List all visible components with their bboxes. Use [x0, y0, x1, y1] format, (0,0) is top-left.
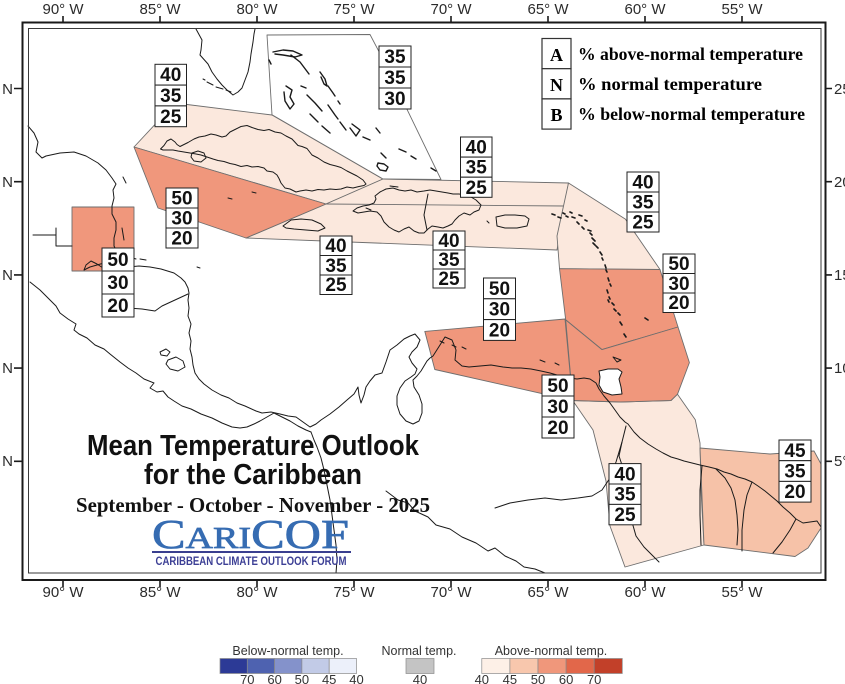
svg-text:40: 40 — [614, 464, 635, 485]
svg-text:20: 20 — [547, 418, 568, 439]
svg-text:50: 50 — [295, 672, 309, 684]
svg-text:40: 40 — [475, 672, 489, 684]
svg-text:30: 30 — [384, 89, 405, 110]
svg-text:% above-normal temperature: % above-normal temperature — [578, 44, 803, 64]
svg-text:% below-normal temperature: % below-normal temperature — [578, 104, 805, 124]
svg-text:80° W: 80° W — [236, 584, 278, 601]
svg-text:Normal temp.: Normal temp. — [381, 644, 456, 658]
svg-text:35: 35 — [784, 462, 806, 483]
svg-text:30: 30 — [107, 273, 128, 294]
svg-text:80° W: 80° W — [236, 1, 278, 18]
svg-text:Above-normal temp.: Above-normal temp. — [495, 644, 608, 658]
svg-text:20: 20 — [489, 321, 510, 342]
svg-text:60° W: 60° W — [624, 1, 666, 18]
svg-text:CARIBBEAN CLIMATE OUTLOOK FORU: CARIBBEAN CLIMATE OUTLOOK FORUM — [156, 556, 347, 568]
svg-text:30: 30 — [547, 397, 568, 418]
svg-text:35: 35 — [438, 250, 460, 271]
svg-text:40: 40 — [413, 672, 427, 684]
svg-text:85° W: 85° W — [139, 584, 181, 601]
svg-text:A: A — [550, 45, 563, 65]
svg-text:65° W: 65° W — [527, 584, 569, 601]
svg-text:N: N — [2, 174, 13, 191]
svg-text:25: 25 — [438, 269, 460, 290]
svg-text:N: N — [2, 453, 13, 470]
svg-text:40: 40 — [632, 173, 653, 194]
svg-text:45: 45 — [322, 672, 336, 684]
svg-text:20: 20 — [834, 174, 845, 191]
svg-text:90° W: 90° W — [42, 584, 84, 601]
svg-text:Mean Temperature Outlook: Mean Temperature Outlook — [87, 430, 420, 462]
svg-text:20: 20 — [171, 229, 192, 250]
svg-text:50: 50 — [171, 189, 192, 210]
svg-text:% normal temperature: % normal temperature — [578, 74, 762, 94]
svg-text:35: 35 — [466, 158, 488, 179]
svg-text:25: 25 — [834, 81, 845, 98]
svg-text:60: 60 — [267, 672, 281, 684]
svg-text:for the Caribbean: for the Caribbean — [144, 459, 362, 491]
svg-text:35: 35 — [384, 68, 406, 89]
svg-text:40: 40 — [160, 65, 181, 86]
svg-text:45: 45 — [503, 672, 517, 684]
svg-text:70: 70 — [240, 672, 254, 684]
svg-text:55° W: 55° W — [721, 584, 763, 601]
svg-text:50: 50 — [547, 376, 568, 397]
svg-text:70° W: 70° W — [430, 1, 472, 18]
svg-text:40: 40 — [438, 231, 459, 252]
svg-text:25: 25 — [325, 275, 347, 296]
svg-text:September - October - November: September - October - November - 2025 — [76, 493, 430, 517]
svg-text:70: 70 — [587, 672, 601, 684]
svg-text:50: 50 — [107, 250, 128, 271]
svg-text:85° W: 85° W — [139, 1, 181, 18]
svg-text:35: 35 — [632, 193, 654, 214]
svg-text:Below-normal temp.: Below-normal temp. — [232, 644, 343, 658]
svg-text:N: N — [2, 81, 13, 98]
svg-text:75° W: 75° W — [333, 584, 375, 601]
svg-text:45: 45 — [784, 441, 806, 462]
svg-text:50: 50 — [668, 254, 689, 275]
svg-text:N: N — [2, 267, 13, 284]
svg-text:30: 30 — [489, 300, 510, 321]
svg-text:25: 25 — [466, 178, 488, 199]
svg-text:30: 30 — [171, 209, 192, 230]
svg-text:5°: 5° — [834, 453, 845, 470]
svg-text:20: 20 — [107, 296, 128, 317]
svg-text:35: 35 — [384, 47, 406, 68]
svg-text:50: 50 — [531, 672, 545, 684]
svg-text:40: 40 — [466, 138, 487, 159]
svg-text:70° W: 70° W — [430, 584, 472, 601]
svg-text:60: 60 — [559, 672, 573, 684]
svg-text:25: 25 — [160, 107, 182, 128]
svg-text:40: 40 — [325, 236, 346, 257]
svg-text:75° W: 75° W — [333, 1, 375, 18]
svg-text:50: 50 — [489, 279, 510, 300]
svg-text:20: 20 — [668, 293, 689, 314]
svg-text:65° W: 65° W — [527, 1, 569, 18]
svg-text:40: 40 — [349, 672, 363, 684]
svg-text:35: 35 — [614, 485, 636, 506]
svg-text:60° W: 60° W — [624, 584, 666, 601]
svg-text:10: 10 — [834, 360, 845, 377]
svg-text:N: N — [550, 75, 563, 95]
svg-text:20: 20 — [784, 482, 805, 503]
svg-text:90° W: 90° W — [42, 1, 84, 18]
svg-text:25: 25 — [632, 213, 654, 234]
svg-text:30: 30 — [668, 274, 689, 295]
svg-text:35: 35 — [325, 256, 347, 277]
svg-text:25: 25 — [614, 505, 636, 526]
svg-text:55° W: 55° W — [721, 1, 763, 18]
svg-text:N: N — [2, 360, 13, 377]
svg-text:B: B — [550, 105, 562, 125]
svg-text:35: 35 — [160, 86, 182, 107]
svg-text:15: 15 — [834, 267, 845, 284]
